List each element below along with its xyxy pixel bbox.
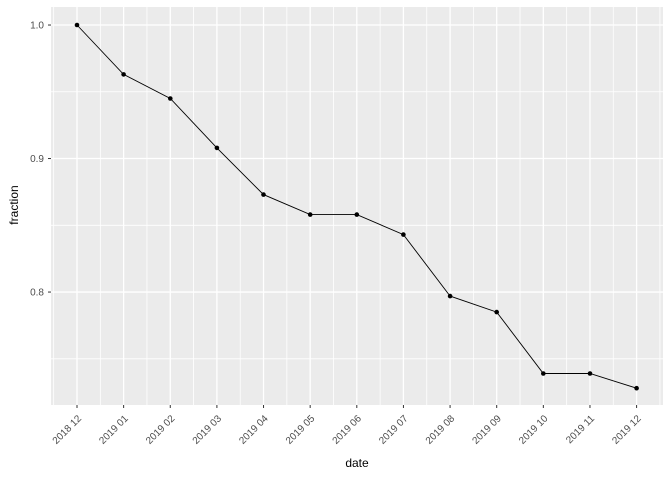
y-tick-label: 0.8 <box>30 288 44 299</box>
x-tick-label: 2019 08 <box>424 413 458 447</box>
x-tick-label: 2019 04 <box>237 413 271 447</box>
data-point <box>354 212 360 217</box>
data-point <box>307 212 313 217</box>
data-point <box>121 72 126 77</box>
x-axis-title: date <box>345 456 369 470</box>
x-tick-label: 2018 12 <box>51 413 85 447</box>
data-point <box>261 192 266 197</box>
data-point <box>634 385 639 391</box>
y-tick-label: 1.0 <box>30 21 44 32</box>
x-tick-label: 2019 02 <box>144 413 178 447</box>
y-tick-label: 0.9 <box>30 154 44 165</box>
data-point <box>541 371 546 376</box>
x-tick-label: 2019 10 <box>517 413 551 447</box>
x-tick-label: 2019 09 <box>470 413 504 447</box>
x-tick-label: 2019 05 <box>284 413 318 447</box>
data-point <box>447 293 453 299</box>
x-tick-label: 2019 12 <box>610 413 644 447</box>
data-point <box>214 145 220 151</box>
data-point <box>494 309 500 315</box>
x-tick-label: 2019 07 <box>377 413 411 447</box>
x-tick-label: 2019 03 <box>191 413 225 447</box>
data-point <box>587 371 593 376</box>
x-tick-label: 2019 01 <box>97 413 131 447</box>
x-tick-label: 2019 11 <box>564 413 597 446</box>
x-tick-label: 2019 06 <box>331 413 365 447</box>
data-point <box>401 232 406 237</box>
y-axis-title-text: fraction <box>7 185 21 225</box>
data-point <box>74 22 80 28</box>
data-point <box>168 96 173 101</box>
